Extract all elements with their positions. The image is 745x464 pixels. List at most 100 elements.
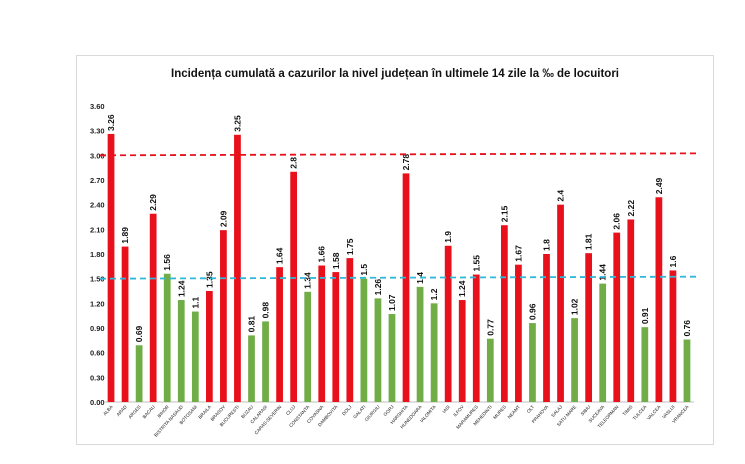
bar-value-label: 1.8: [542, 239, 552, 251]
bar-value-label: 1.64: [275, 247, 285, 264]
bar-value-label: 3.26: [106, 114, 116, 131]
y-tick-label: 1.80: [90, 250, 105, 259]
category-label: ARAD: [116, 404, 129, 417]
category-label: CARAS-SEVERIN: [254, 404, 283, 435]
bar: [472, 274, 480, 402]
bar: [430, 303, 438, 402]
reference-line: [99, 152, 699, 157]
bar: [402, 173, 410, 402]
y-tick-label: 3.30: [90, 127, 105, 136]
category-label: TIMIS: [622, 404, 634, 416]
bar: [360, 278, 368, 402]
bar: [416, 286, 424, 402]
bar-value-label: 1.67: [513, 245, 523, 262]
bar: [276, 267, 283, 402]
bar: [248, 335, 255, 402]
bar-value-label: 2.4: [556, 190, 566, 202]
bar-value-label: 2.8: [289, 157, 299, 169]
y-tick-label: 0.30: [90, 373, 105, 382]
bar: [234, 134, 241, 402]
bar-value-label: 1.2: [429, 288, 439, 300]
bar: [332, 272, 340, 402]
bar-value-label: 1.1: [190, 296, 200, 308]
bar: [543, 254, 550, 402]
bar-value-label: 3.25: [232, 115, 242, 132]
y-tick-label: 0.60: [90, 349, 105, 358]
bar: [683, 339, 691, 402]
bar-value-label: 1.07: [387, 294, 397, 311]
bar: [585, 253, 593, 402]
y-tick-label: 1.50: [90, 275, 105, 284]
bar: [500, 225, 508, 402]
bar: [220, 230, 227, 402]
bar-value-label: 2.49: [654, 177, 664, 194]
bar-value-label: 1.35: [204, 271, 214, 288]
bar-value-label: 1.75: [345, 238, 355, 255]
y-tick-label: 0.90: [90, 324, 105, 333]
bar: [121, 246, 129, 402]
bar-value-label: 2.22: [626, 200, 636, 217]
bar-value-label: 0.77: [485, 319, 495, 336]
bar-value-label: 0.81: [247, 316, 257, 333]
bar: [191, 311, 199, 402]
bar-value-label: 2.29: [148, 194, 158, 211]
category-label: SIBIU: [580, 404, 592, 416]
category-label: IALOMITA: [419, 404, 437, 424]
y-tick-label: 2.70: [90, 176, 105, 185]
bar: [374, 298, 382, 402]
bar-value-label: 1.55: [471, 255, 481, 272]
bar-value-label: 2.15: [499, 205, 509, 222]
reference-line: [99, 275, 699, 280]
y-tick-label: 1.20: [90, 299, 105, 308]
bar: [599, 283, 607, 402]
bar: [262, 321, 269, 402]
y-tick-label: 0.00: [90, 398, 105, 407]
bar: [149, 213, 157, 402]
bar-value-label: 0.91: [640, 307, 650, 324]
bar-value-label: 1.44: [598, 264, 608, 281]
category-label: ILFOV: [452, 404, 465, 418]
bar-value-label: 1.56: [162, 254, 172, 271]
bar: [177, 300, 185, 402]
bar: [655, 197, 663, 402]
bar-value-label: 1.26: [373, 279, 383, 296]
bar: [458, 300, 466, 402]
bar: [135, 345, 143, 402]
category-label: IASI: [441, 404, 451, 414]
category-label: SALAJ: [550, 404, 563, 418]
category-label: OLT: [526, 404, 536, 414]
category-label: ARGES: [127, 404, 141, 419]
bar: [641, 327, 649, 402]
bar-value-label: 1.24: [457, 280, 467, 297]
bar: [205, 291, 213, 402]
bar-value-label: 0.96: [527, 303, 537, 320]
category-label: GIURGIU: [364, 404, 381, 422]
bar-value-label: 1.6: [668, 255, 678, 267]
bar-value-label: 2.09: [218, 210, 228, 227]
bar-value-label: 0.98: [261, 302, 271, 319]
bar: [444, 245, 452, 402]
category-label: GORJ: [382, 404, 394, 417]
chart-title: Incidența cumulată a cazurilor la nivel …: [171, 68, 619, 80]
y-tick-label: 3.60: [90, 102, 105, 111]
bar-value-label: 1.89: [120, 227, 130, 244]
bar: [346, 258, 354, 402]
bar: [486, 338, 494, 402]
bar: [304, 291, 312, 402]
bar: [388, 314, 396, 402]
bar: [163, 273, 171, 402]
bar-value-label: 0.76: [682, 320, 692, 337]
y-tick-label: 2.40: [90, 201, 105, 210]
bar-value-label: 2.06: [612, 213, 622, 230]
bar: [557, 204, 564, 402]
category-label: DOLJ: [341, 404, 353, 416]
bar-value-label: 1.9: [443, 231, 453, 243]
y-tick-label: 3.00: [90, 151, 105, 160]
bar: [290, 171, 298, 402]
bar-value-label: 2.78: [401, 154, 411, 171]
bar: [107, 133, 115, 402]
bar-value-label: 1.02: [570, 298, 580, 315]
category-label: MURES: [492, 404, 507, 420]
category-label: BACAU: [142, 404, 156, 419]
